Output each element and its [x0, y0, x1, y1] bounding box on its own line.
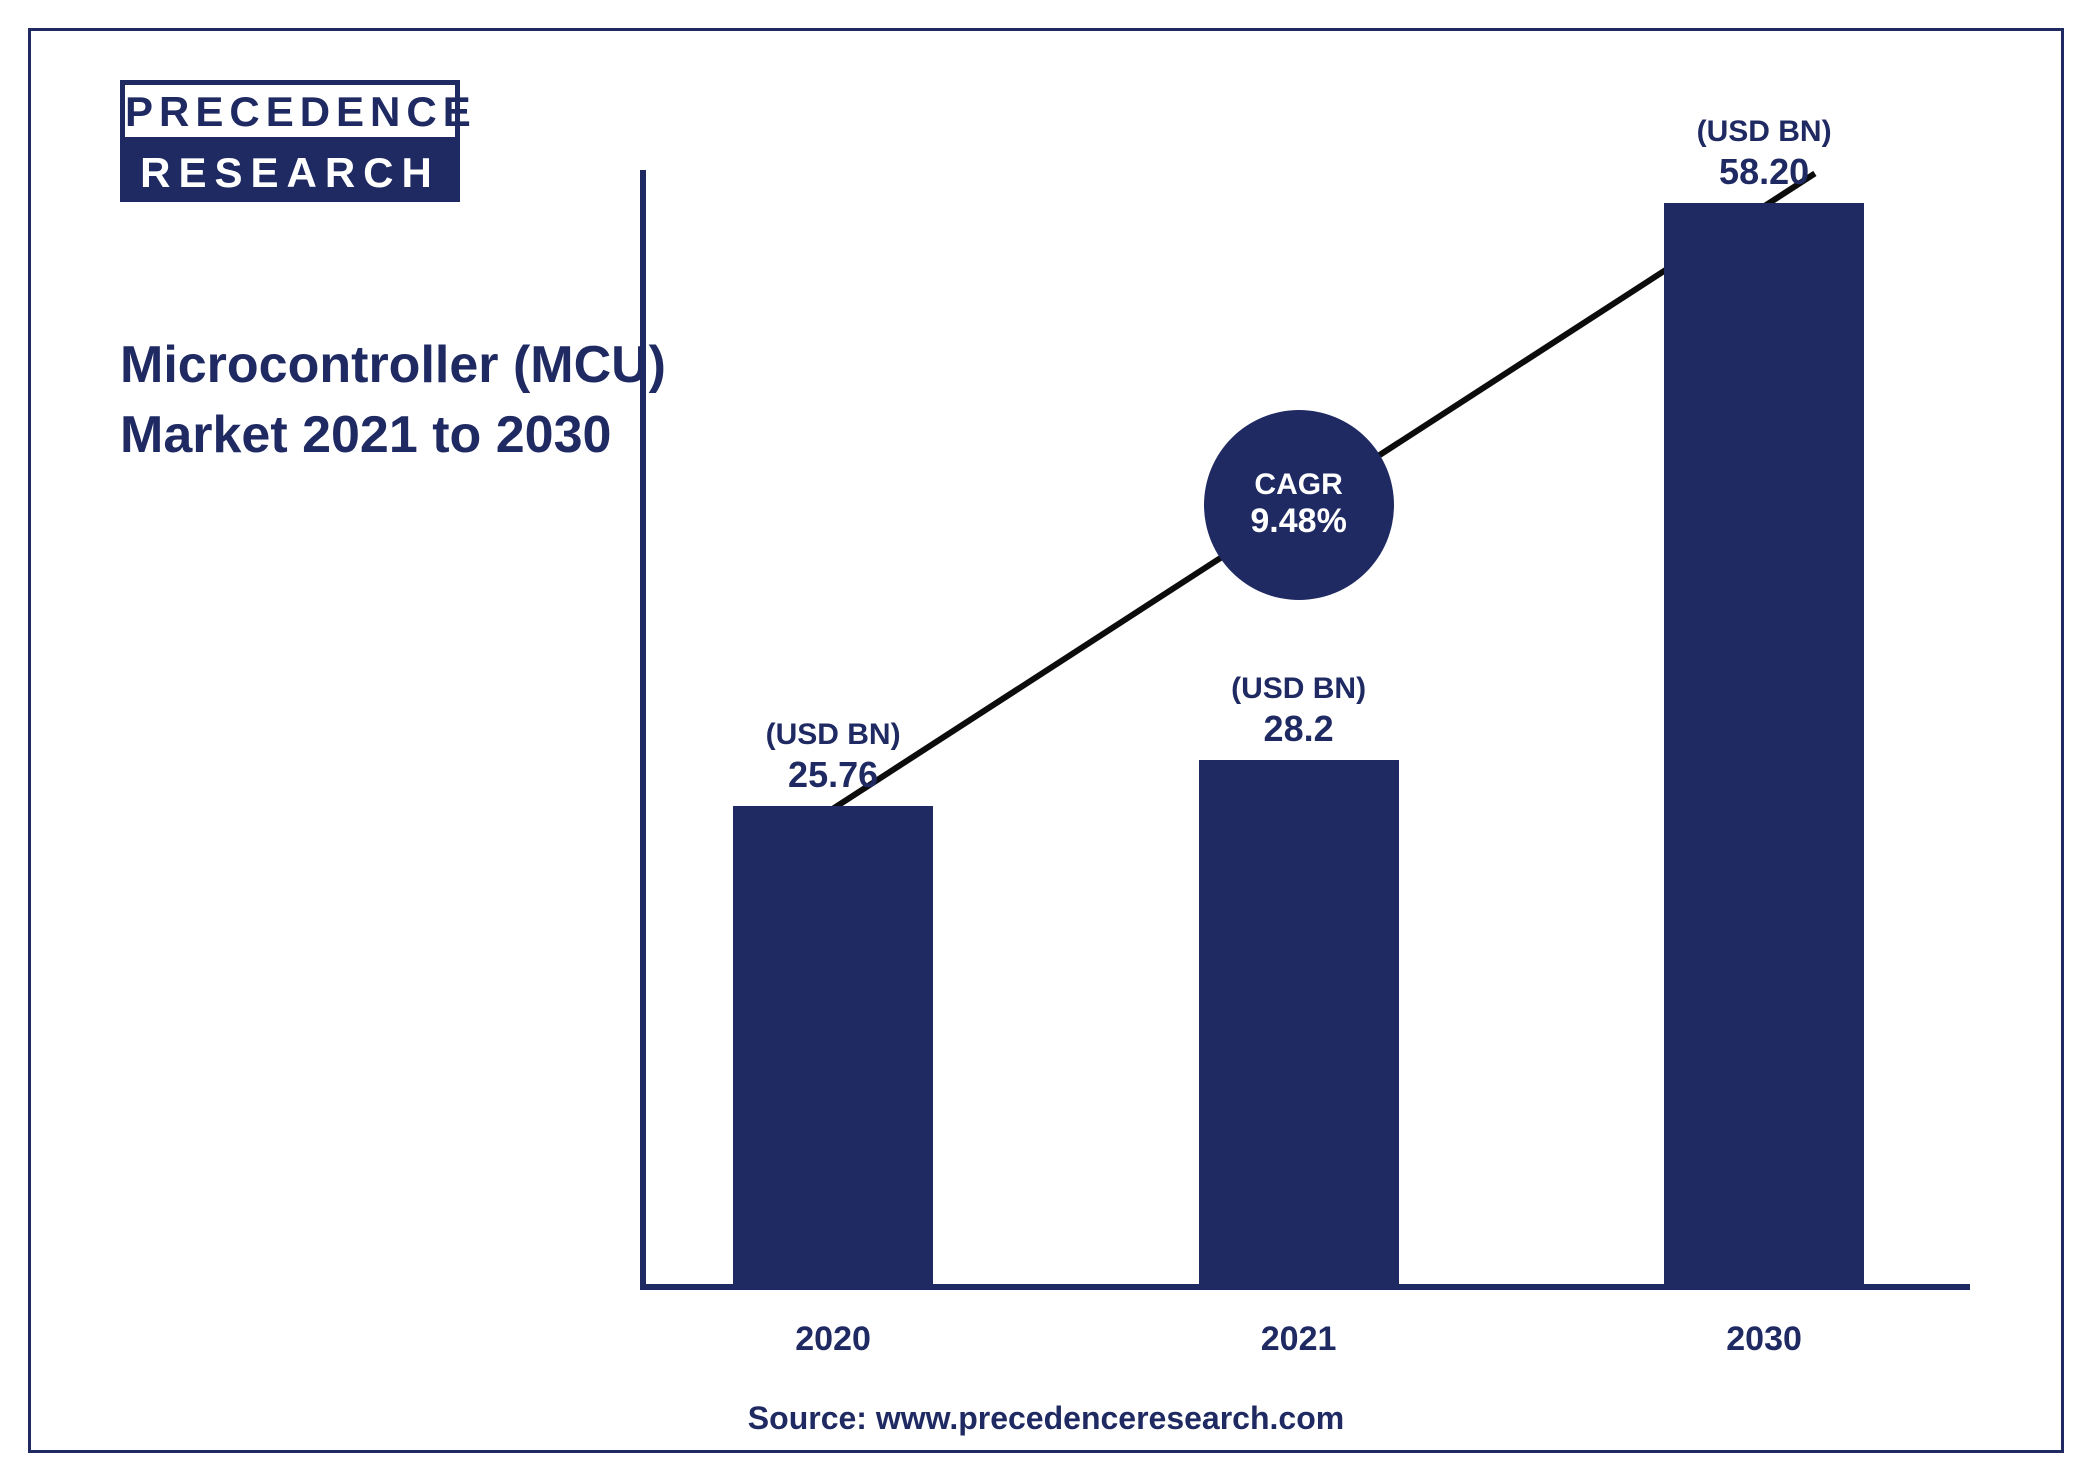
brand-logo: PRECEDENCE RESEARCH: [120, 80, 460, 202]
bar-value-label: (USD BN)58.20: [1634, 115, 1894, 193]
bar-value-label: (USD BN)25.76: [703, 718, 963, 796]
title-line-2: Market 2021 to 2030: [120, 406, 611, 464]
bar: [733, 806, 933, 1284]
source-attribution: Source: www.precedenceresearch.com: [0, 1400, 2092, 1437]
x-axis-label: 2030: [1664, 1320, 1864, 1359]
plot-area: CAGR 9.48% (USD BN)25.762020(USD BN)28.2…: [640, 170, 1970, 1290]
x-axis-label: 2020: [733, 1320, 933, 1359]
cagr-label: CAGR: [1254, 468, 1342, 502]
bar-chart: CAGR 9.48% (USD BN)25.762020(USD BN)28.2…: [640, 170, 1970, 1290]
bar-value-label: (USD BN)28.2: [1169, 672, 1429, 750]
logo-bottom-text: RESEARCH: [120, 142, 460, 202]
logo-top-text: PRECEDENCE: [120, 80, 460, 142]
chart-title: Microcontroller (MCU) Market 2021 to 203…: [120, 330, 666, 470]
bar: [1199, 760, 1399, 1284]
bar: [1664, 203, 1864, 1284]
y-axis: [640, 170, 646, 1290]
cagr-value: 9.48%: [1250, 502, 1346, 541]
cagr-badge: CAGR 9.48%: [1204, 410, 1394, 600]
x-axis: [640, 1284, 1970, 1290]
title-line-1: Microcontroller (MCU): [120, 336, 666, 394]
x-axis-label: 2021: [1199, 1320, 1399, 1359]
